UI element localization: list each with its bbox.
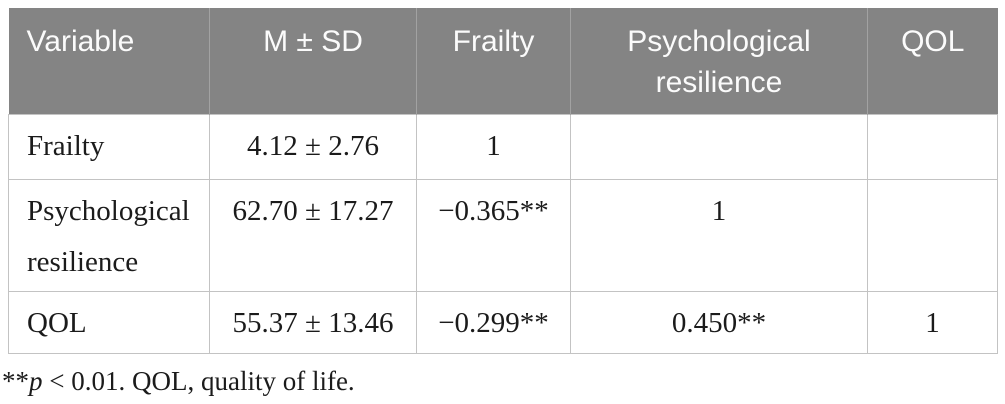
col-header-frailty: Frailty [416, 8, 571, 115]
table-cell: −0.365** [416, 178, 571, 293]
table-row-qol: QOL 55.37 ± 13.46 −0.299** 0.450** 1 [8, 291, 998, 355]
col-header-m-sd: M ± SD [209, 8, 417, 115]
table-cell: 1 [416, 113, 571, 180]
footnote-p-symbol: p [29, 366, 43, 397]
footnote-significance-stars: ** [2, 366, 29, 397]
table-cell: Frailty [8, 113, 210, 180]
table-cell [867, 113, 998, 180]
table-cell: QOL [8, 291, 210, 355]
table-cell: 1 [570, 178, 868, 293]
table-cell [570, 113, 868, 180]
table-cell: 62.70 ± 17.27 [209, 178, 417, 293]
table-row-frailty: Frailty 4.12 ± 2.76 1 [8, 113, 998, 180]
table-cell: 0.450** [570, 291, 868, 355]
header-row: Variable M ± SD Frailty Psychological re… [8, 8, 998, 115]
table-cell: 55.37 ± 13.46 [209, 291, 417, 355]
table-footnote: **p < 0.01. QOL, quality of life. [2, 364, 997, 399]
col-header-qol: QOL [867, 8, 998, 115]
footnote-text: < 0.01. QOL, quality of life. [42, 366, 355, 397]
table-row-psychological-resilience: Psychological resilience 62.70 ± 17.27 −… [8, 178, 998, 293]
table-cell [867, 178, 998, 293]
table-cell: 4.12 ± 2.76 [209, 113, 417, 180]
table-cell: Psychological resilience [8, 178, 210, 293]
table-cell: 1 [867, 291, 998, 355]
correlation-table: Variable M ± SD Frailty Psychological re… [8, 8, 998, 355]
col-header-psychological-resilience: Psychological resilience [570, 8, 868, 115]
table-cell: −0.299** [416, 291, 571, 355]
col-header-variable: Variable [8, 8, 210, 115]
